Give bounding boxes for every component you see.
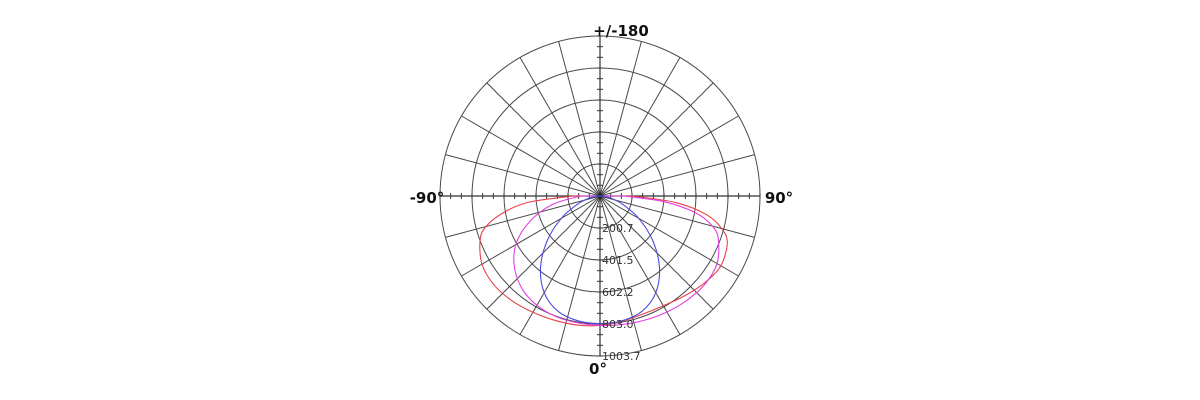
grid-spoke — [599, 154, 755, 197]
grid-spoke — [599, 41, 642, 197]
grid-spoke — [519, 57, 601, 197]
series-curve-3 — [539, 195, 661, 325]
radial-tick-label: 401.5 — [602, 254, 634, 267]
grid-spoke — [599, 195, 642, 351]
angle-label-bottom: 0° — [589, 360, 607, 378]
radial-tick-label: 1003.7 — [602, 350, 641, 363]
angle-label-left: -90° — [410, 189, 445, 207]
radial-tick-labels: 200.7 401.5 602.2 803.0 1003.7 — [602, 222, 641, 363]
series-curve-2 — [513, 195, 720, 327]
radial-tick-label: 602.2 — [602, 286, 634, 299]
grid-spoke — [461, 195, 601, 277]
grid-spoke — [599, 57, 681, 197]
grid-spoke — [486, 82, 601, 197]
grid-spoke — [558, 195, 601, 351]
radial-tick-label: 200.7 — [602, 222, 634, 235]
grid-spoke — [519, 195, 601, 335]
angle-label-right: 90° — [765, 189, 793, 207]
series-curves — [479, 195, 728, 327]
grid-spoke — [599, 195, 739, 277]
grid-spoke — [599, 195, 755, 238]
grid-spoke — [558, 41, 601, 197]
radial-tick-label: 803.0 — [602, 318, 634, 331]
grid-spoke — [461, 115, 601, 197]
grid-spoke — [445, 154, 601, 197]
grid-spoke — [599, 195, 681, 335]
axis-labels: +/-180 -90° 90° 0° — [410, 22, 793, 378]
grid-spoke — [445, 195, 601, 238]
angle-label-top: +/-180 — [593, 22, 649, 40]
grid-spoke — [599, 115, 739, 197]
grid-spoke — [599, 82, 714, 197]
